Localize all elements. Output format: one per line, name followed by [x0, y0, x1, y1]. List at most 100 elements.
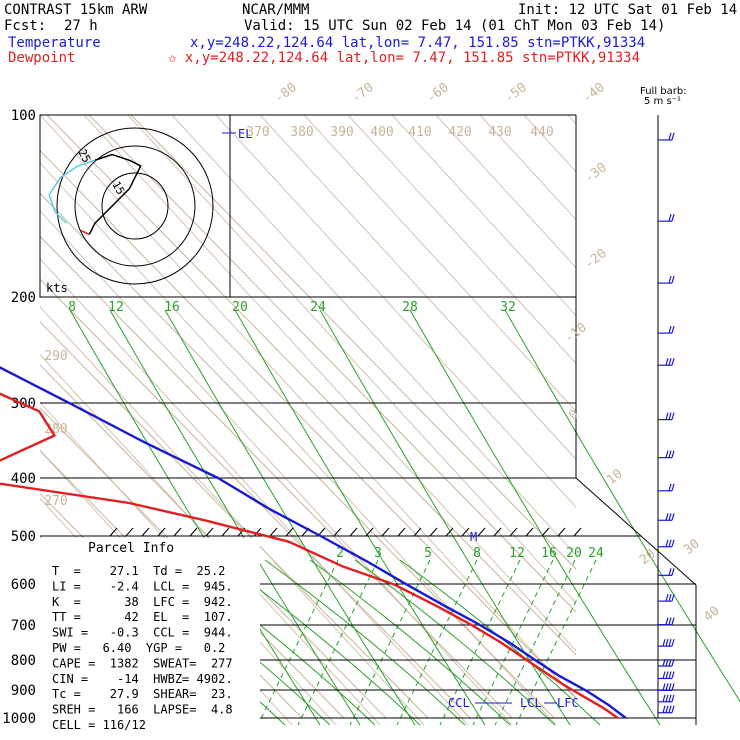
- hodograph-units: kts: [46, 281, 68, 295]
- hatch-tick: [285, 527, 294, 537]
- isotherm-line: [40, 364, 387, 719]
- wind-barb-flag: [668, 275, 672, 284]
- dry-adiabat-line: [303, 115, 576, 413]
- hatch-tick: [397, 527, 406, 537]
- wind-barb-flag: [668, 683, 672, 691]
- wind-barb-flag: [668, 671, 672, 679]
- hodograph-ring: [56, 127, 214, 285]
- wind-barb-flag: [671, 358, 675, 366]
- wind-barb-flag: [671, 638, 675, 647]
- wind-barb: [658, 705, 675, 714]
- isotherm-line: [46, 115, 576, 656]
- mixing-ratio-dashed-line: [515, 559, 597, 726]
- model-title: CONTRAST 15km ARW: [4, 2, 148, 18]
- mixing-ratio-label: 8: [473, 546, 481, 561]
- wind-barb-flag: [668, 358, 672, 366]
- wind-barbs: [657, 115, 675, 718]
- theta-label: 430: [488, 125, 511, 140]
- mixing-ratio-line: [109, 309, 361, 726]
- wind-barb: [658, 513, 675, 521]
- mixing-ratio-dashed-line: [396, 559, 478, 726]
- wind-barb-flag: [668, 593, 672, 602]
- temperature-profile: [0, 366, 627, 719]
- hatch-tick: [221, 527, 230, 537]
- wind-barb: [658, 325, 675, 334]
- mixing-ratio-label: 2: [336, 546, 344, 561]
- hatch-tick: [381, 527, 390, 537]
- parcel-info-row: PW = 6.40 YGP = 0.2: [52, 641, 225, 655]
- hatch-tick: [173, 527, 182, 537]
- hatch-tick: [349, 527, 358, 537]
- hatch-tick: [413, 527, 422, 537]
- pressure-tick-label: 800: [11, 653, 36, 669]
- temperature-legend: Temperature: [8, 35, 101, 51]
- theta-label: 280: [44, 422, 67, 437]
- parcel-info-row: Tc = 27.9 SHEAR= 23.: [52, 687, 233, 701]
- mixing-ratio-label: 12: [108, 300, 124, 315]
- hatch-tick: [525, 527, 534, 537]
- hatch-tick: [205, 527, 214, 537]
- wind-barb-flag: [665, 539, 669, 547]
- dry-adiabat-line: [215, 115, 576, 508]
- dry-adiabat-line: [391, 115, 576, 317]
- wind-barb-flag: [665, 683, 669, 691]
- hatch-tick: [109, 527, 118, 537]
- plot-frame: [575, 115, 697, 725]
- dry-adiabat-line: [479, 115, 576, 221]
- wind-barb-flag: [668, 132, 672, 141]
- mixing-ratio-label: 3: [374, 546, 382, 561]
- parcel-info-row: TT = 42 EL = 107.: [52, 610, 233, 624]
- mixing-ratio-line: [69, 309, 321, 726]
- parcel-info-row: CIN = -14 HWBZ= 4902.: [52, 672, 233, 686]
- dry-adiabat-line: [347, 115, 576, 365]
- wind-barb-flag: [662, 638, 666, 647]
- wind-barb-flag: [668, 325, 672, 334]
- wind-barb-flag: [668, 450, 672, 458]
- wind-barb: [658, 617, 675, 626]
- theta-label: 290: [44, 349, 67, 364]
- wind-barb: [658, 214, 675, 222]
- el-marker-label: EL: [238, 127, 252, 141]
- wind-barb: [658, 358, 675, 366]
- freezing-level-hatch: [109, 527, 582, 537]
- dry-adiabat-line: [40, 162, 557, 725]
- wind-barb-flag: [671, 132, 675, 141]
- parcel-info-panel: Parcel Info T = 27.1 Td = 25.2LI = -2.4 L…: [40, 538, 260, 732]
- wind-barb-flag: [671, 325, 675, 334]
- fcst-value: 27 h: [64, 18, 98, 34]
- ccl-marker-label: CCL: [448, 696, 470, 710]
- wind-barb: [658, 658, 675, 667]
- lfc-marker-label: LFC: [557, 696, 579, 710]
- hodograph-trace-surface: [80, 229, 90, 236]
- parcel-info-row: T = 27.1 Td = 25.2: [52, 564, 225, 578]
- parcel-info-row: K = 38 LFC = 942.: [52, 595, 233, 609]
- isotherm-line: [88, 115, 576, 613]
- dry-adiabat-line: [40, 305, 425, 725]
- temperature-station-info: x,y=248.22,124.64 lat,lon= 7.47, 151.85 …: [190, 35, 645, 51]
- hodograph-ring: [101, 172, 169, 240]
- parcel-info-row: SREH = 166 LAPSE= 4.8: [52, 703, 233, 717]
- wind-barb: [658, 450, 675, 459]
- mixing-ratio-line: [409, 309, 661, 726]
- hatch-tick: [429, 527, 438, 537]
- wind-barb-flag: [671, 412, 675, 420]
- mixing-ratio-line: [504, 309, 740, 703]
- wind-barb-flag: [662, 694, 666, 702]
- m-marker-label: M: [470, 530, 477, 544]
- dry-adiabat-line: [83, 115, 576, 652]
- mixing-ratio-label: 16: [164, 300, 180, 315]
- dry-adiabat-line: [435, 115, 576, 269]
- parcel-info-row: CAPE = 1382 SWEAT= 277: [52, 656, 233, 670]
- mixing-ratio-dashed-line: [494, 559, 576, 726]
- mixing-ratio-label: 12: [509, 546, 525, 561]
- wind-barb-flag: [668, 568, 672, 576]
- theta-label: 400: [370, 125, 393, 140]
- wind-barb: [658, 483, 675, 492]
- dewpoint-profile: [0, 392, 619, 719]
- wind-barb-flag: [665, 694, 669, 702]
- dry-adiabat-line: [40, 210, 513, 725]
- mixing-ratio-label: 24: [588, 546, 604, 561]
- pressure-tick-label: 600: [11, 577, 36, 593]
- isotherm-line: [40, 278, 471, 719]
